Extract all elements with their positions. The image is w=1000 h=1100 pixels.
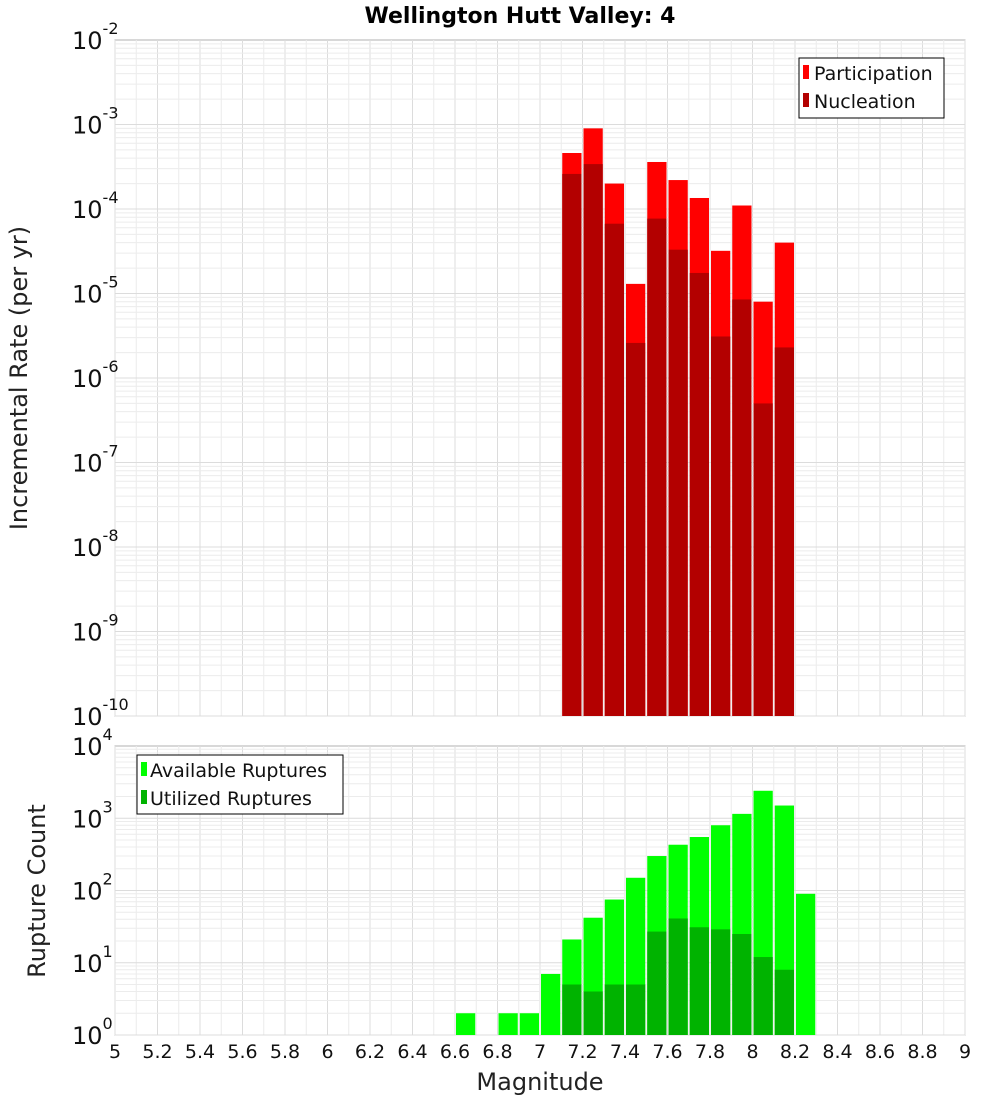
utilized-ruptures-bar: [711, 929, 731, 1035]
x-tick-label: 8.2: [780, 1041, 810, 1063]
utilized-legend-swatch: [141, 790, 147, 804]
y-tick-label: 101: [72, 942, 113, 978]
nucleation-legend-swatch: [803, 93, 809, 107]
nucleation-bar: [668, 249, 688, 716]
x-tick-label: 6.8: [482, 1041, 512, 1063]
count-legend-box: [136, 754, 344, 815]
available-ruptures-bar: [456, 1013, 476, 1035]
utilized-ruptures-bar: [562, 984, 582, 1035]
nucleation-bar: [604, 223, 624, 716]
x-tick-label: 5.8: [270, 1041, 300, 1063]
available-ruptures-bar: [498, 1013, 518, 1035]
rate-legend-box: [798, 57, 945, 119]
utilized-ruptures-bar: [604, 984, 624, 1035]
y-tick-label: 100: [72, 1014, 113, 1050]
rate-panel: 10-10 10-9 10-8 10-7 10-6 10-5 10-4 10-3 10-2 In…: [5, 19, 966, 731]
utilized-ruptures-bar: [753, 957, 773, 1035]
utilized-ruptures-bar: [583, 991, 603, 1035]
x-tick-label: 6.2: [355, 1041, 385, 1063]
participation-legend-label: Participation: [814, 63, 933, 85]
count-bars: [456, 790, 816, 1035]
x-tick-label: 6.4: [397, 1041, 427, 1063]
rate-grid: [114, 40, 966, 717]
participation-legend-swatch: [803, 65, 809, 79]
x-tick-label: 5.2: [142, 1041, 172, 1063]
utilized-legend-label: Utilized Ruptures: [150, 788, 312, 810]
x-tick-label: 9: [959, 1041, 971, 1063]
x-tick-label: 5: [109, 1041, 121, 1063]
y-tick-label: 10-10: [72, 695, 129, 731]
nucleation-bar: [774, 347, 794, 716]
count-grid: [114, 746, 966, 1036]
nucleation-bar: [647, 218, 667, 716]
x-tick-label: 8.6: [865, 1041, 895, 1063]
available-ruptures-bar: [519, 1013, 539, 1035]
available-legend-swatch: [141, 762, 147, 776]
nucleation-bar: [562, 173, 582, 716]
x-axis-label: Magnitude: [476, 1068, 603, 1096]
x-tick-label: 6.6: [440, 1041, 470, 1063]
nucleation-bar: [753, 403, 773, 716]
x-tick-label: 5.4: [185, 1041, 215, 1063]
x-tick-label: 7: [534, 1041, 546, 1063]
x-tick-label: 5.6: [227, 1041, 257, 1063]
x-tick-label: 7.4: [610, 1041, 640, 1063]
utilized-ruptures-bar: [732, 933, 752, 1035]
utilized-ruptures-bar: [689, 927, 709, 1035]
utilized-ruptures-bar: [647, 931, 667, 1035]
y-tick-label: 10-2: [72, 19, 119, 55]
y-tick-label: 10-9: [72, 611, 119, 647]
count-legend: Available Ruptures Utilized Ruptures: [136, 754, 344, 815]
utilized-ruptures-bar: [774, 969, 794, 1035]
x-tick-label: 6: [321, 1041, 333, 1063]
y-tick-label: 103: [72, 797, 113, 833]
utilized-ruptures-bar: [626, 984, 646, 1035]
x-tick-label: 7.6: [652, 1041, 682, 1063]
x-tick-label: 7.2: [567, 1041, 597, 1063]
x-tick-label: 8.8: [907, 1041, 937, 1063]
nucleation-bar: [626, 342, 646, 716]
available-ruptures-bar: [796, 893, 816, 1035]
x-ticks: 5 5.2 5.4 5.6 5.8 6 6.2 6.4 6.6 6.8 7 7.2 7.4 7.6 7.8 8…: [109, 1041, 971, 1063]
nucleation-bar: [711, 336, 731, 716]
rate-y-axis-label: Incremental Rate (per yr): [5, 226, 33, 530]
available-legend-label: Available Ruptures: [150, 760, 327, 782]
rate-legend: Participation Nucleation: [798, 57, 945, 119]
y-tick-label: 10-4: [72, 188, 119, 224]
y-tick-label: 102: [72, 870, 113, 906]
y-tick-label: 10-6: [72, 357, 119, 393]
x-tick-label: 8: [746, 1041, 758, 1063]
nucleation-bar: [732, 299, 752, 716]
nucleation-legend-label: Nucleation: [814, 91, 916, 113]
x-tick-label: 7.8: [695, 1041, 725, 1063]
x-tick-label: 8.4: [822, 1041, 852, 1063]
y-tick-label: 10-8: [72, 526, 119, 562]
y-tick-label: 10-5: [72, 273, 119, 309]
utilized-ruptures-bar: [668, 918, 688, 1035]
y-tick-label: 10-7: [72, 442, 119, 478]
count-y-axis-label: Rupture Count: [23, 804, 51, 978]
chart-title: Wellington Hutt Valley: 4: [365, 4, 676, 29]
nucleation-bar: [689, 272, 709, 716]
available-ruptures-bar: [541, 973, 561, 1035]
y-tick-label: 10-3: [72, 104, 119, 140]
nucleation-bar: [583, 164, 603, 716]
rate-bars: [562, 128, 794, 717]
